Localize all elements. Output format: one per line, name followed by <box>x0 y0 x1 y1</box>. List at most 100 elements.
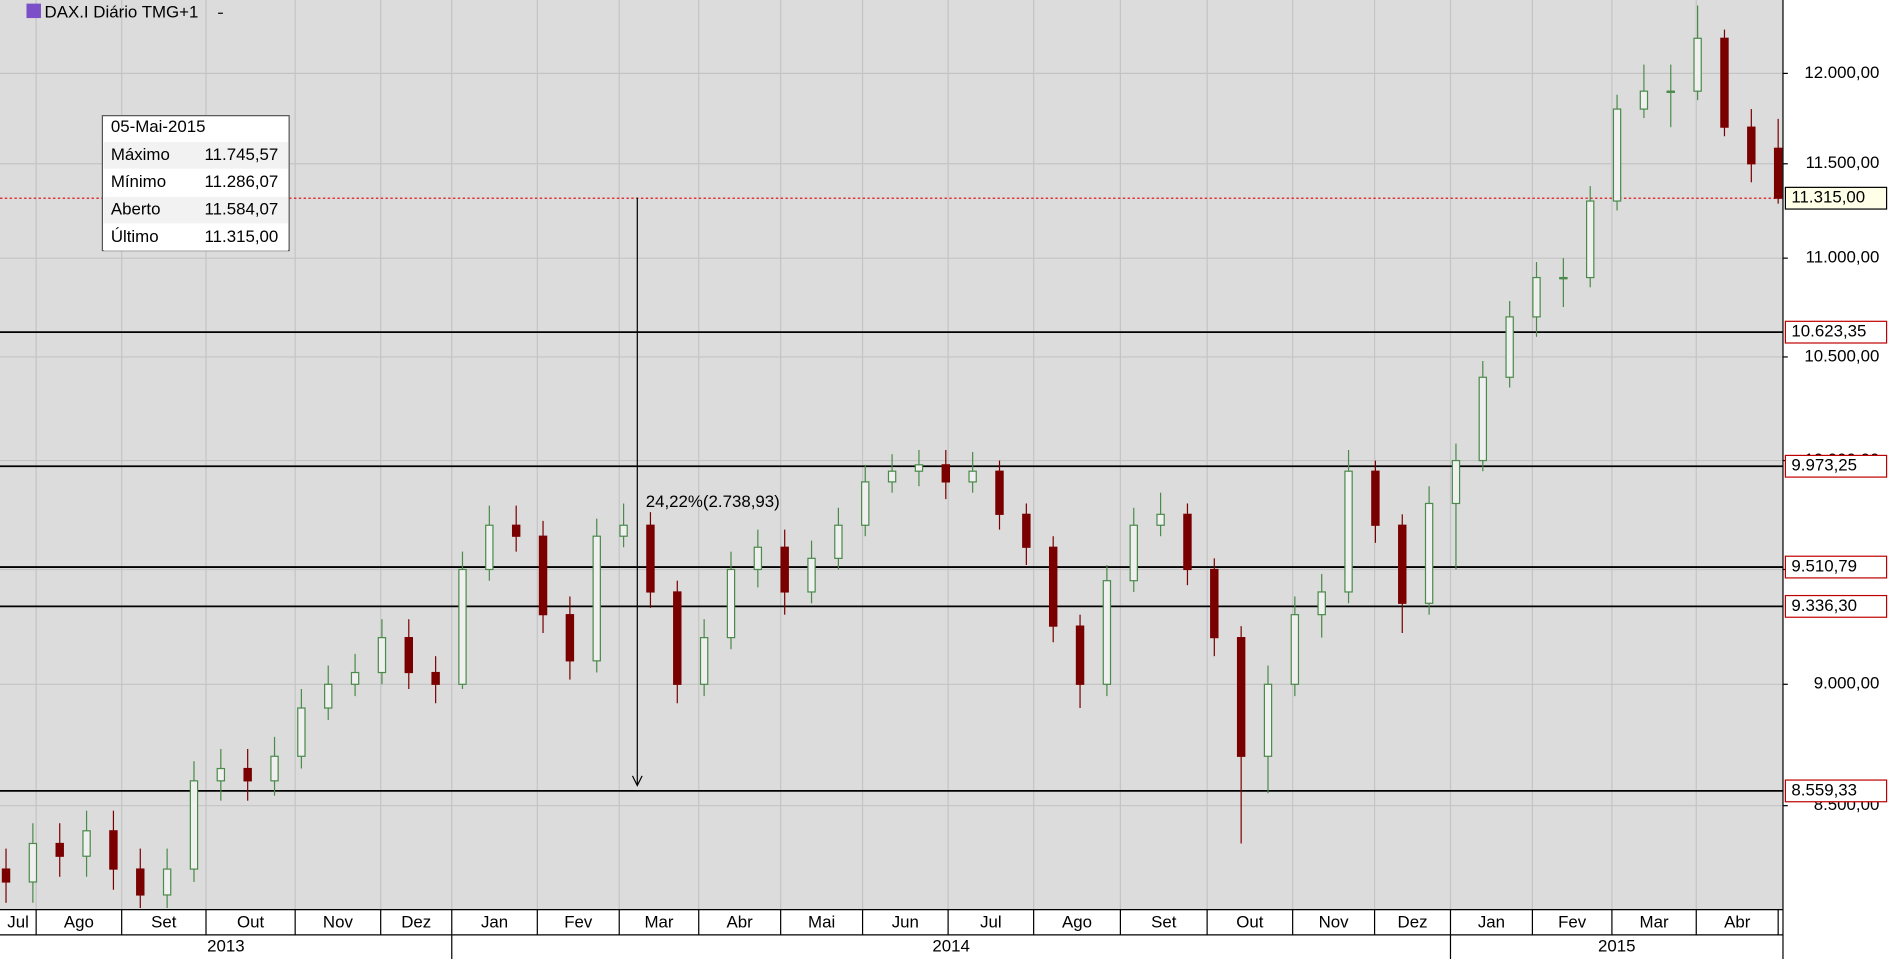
candle-body <box>1022 513 1031 548</box>
info-row-bg <box>103 196 288 224</box>
month-label: Jul <box>980 912 1002 931</box>
candle-body <box>1210 568 1219 639</box>
candle-body <box>1075 625 1085 685</box>
info-label: Máximo <box>111 145 170 164</box>
candle-body <box>619 524 628 537</box>
info-value: 11.745,57 <box>205 145 279 164</box>
candle-body <box>646 524 655 593</box>
candle-body <box>82 830 91 857</box>
candle-body <box>1236 637 1246 757</box>
last-price-label: 11.315,00 <box>1791 188 1865 207</box>
info-row-bg <box>103 224 288 251</box>
candle-body <box>673 591 682 685</box>
chart-title: DAX.I Diário TMG+1 <box>45 3 199 22</box>
candle-body <box>1183 513 1192 571</box>
month-label: Mar <box>1640 912 1669 931</box>
last-price-box <box>1784 186 1888 210</box>
month-label: Nov <box>1319 912 1350 931</box>
year-label: 2013 <box>207 936 245 955</box>
month-label: Nov <box>323 912 354 931</box>
level-label: 9.973,25 <box>1791 456 1857 475</box>
candle-body <box>324 683 333 709</box>
month-label: Out <box>1236 912 1263 931</box>
month-label: Dez <box>1398 912 1428 931</box>
candle-body <box>136 868 145 896</box>
info-label: Mínimo <box>111 172 166 191</box>
info-label: Aberto <box>111 200 161 219</box>
y-tick-label: 11.500,00 <box>1806 153 1880 172</box>
candle-body <box>1720 37 1729 128</box>
info-value: 11.286,07 <box>205 172 279 191</box>
candle-body <box>1102 580 1112 685</box>
month-label: Jun <box>892 912 919 931</box>
info-row-bg <box>103 169 288 197</box>
candle-body <box>1398 524 1407 604</box>
candle-body <box>1666 90 1675 93</box>
candle-body <box>1693 37 1702 92</box>
month-label: Jan <box>1478 912 1505 931</box>
candle-body <box>565 614 575 662</box>
candle-body <box>243 767 252 782</box>
candle-body <box>968 470 977 483</box>
candle-body <box>995 470 1004 515</box>
month-label: Jan <box>481 912 508 931</box>
year-label: 2014 <box>932 936 970 955</box>
candle-body <box>861 481 870 526</box>
candle-body <box>1048 546 1058 627</box>
candle-body <box>404 637 413 674</box>
candle-body <box>1371 470 1380 526</box>
candle-body <box>55 842 64 857</box>
candle-body <box>1747 126 1756 165</box>
candle-body <box>1344 470 1353 593</box>
candle-body <box>109 830 118 870</box>
month-label: Fev <box>1558 912 1587 931</box>
candle-body <box>350 671 360 685</box>
candle-body <box>538 535 548 616</box>
level-label-box <box>1784 454 1888 478</box>
candle-body <box>1424 502 1434 604</box>
candle-body <box>297 707 306 757</box>
info-value: 11.315,00 <box>205 227 279 246</box>
level-label: 9.510,79 <box>1791 557 1857 576</box>
month-label: Set <box>151 912 177 931</box>
y-tick-label: 9.000,00 <box>1814 674 1880 693</box>
candle-body <box>834 524 843 559</box>
level-label: 10.623,35 <box>1791 322 1866 341</box>
candle-body <box>1129 524 1138 582</box>
month-label: Jul <box>7 912 29 931</box>
candle-body <box>699 637 709 685</box>
candle-body <box>189 780 199 870</box>
candle-body <box>1532 276 1541 318</box>
candle-body <box>753 546 763 571</box>
candle-body <box>1156 513 1165 526</box>
month-label: Mai <box>808 912 835 931</box>
y-tick-label: 11.000,00 <box>1806 248 1880 267</box>
candle-body <box>1505 316 1514 378</box>
measure-arrow <box>631 775 643 787</box>
candle-body <box>1263 683 1273 757</box>
candle-body <box>485 524 494 571</box>
candle-body <box>914 464 924 472</box>
month-label: Mar <box>644 912 673 931</box>
candle-body <box>887 470 897 483</box>
year-label: 2015 <box>1598 936 1636 955</box>
candle-body <box>1317 591 1326 616</box>
month-label: Out <box>237 912 264 931</box>
candle-body <box>511 524 521 537</box>
info-box: 05-Mai-2015 Máximo 11.745,57 Mínimo 11.286,… <box>101 115 290 252</box>
month-label: Dez <box>401 912 431 931</box>
candle-body <box>1773 147 1783 199</box>
candle-body <box>1585 200 1595 279</box>
candle-body <box>1559 276 1568 280</box>
level-label: 9.336,30 <box>1791 596 1857 615</box>
level-label-box <box>1784 555 1888 579</box>
candle-body <box>162 868 172 896</box>
candle-body <box>431 671 440 685</box>
month-label: Abr <box>1724 912 1751 931</box>
info-date: 05-Mai-2015 <box>111 117 206 136</box>
candle-body <box>726 568 736 639</box>
candle-body <box>1478 376 1488 462</box>
candle-body <box>1451 459 1461 505</box>
info-row-bg <box>103 142 288 169</box>
